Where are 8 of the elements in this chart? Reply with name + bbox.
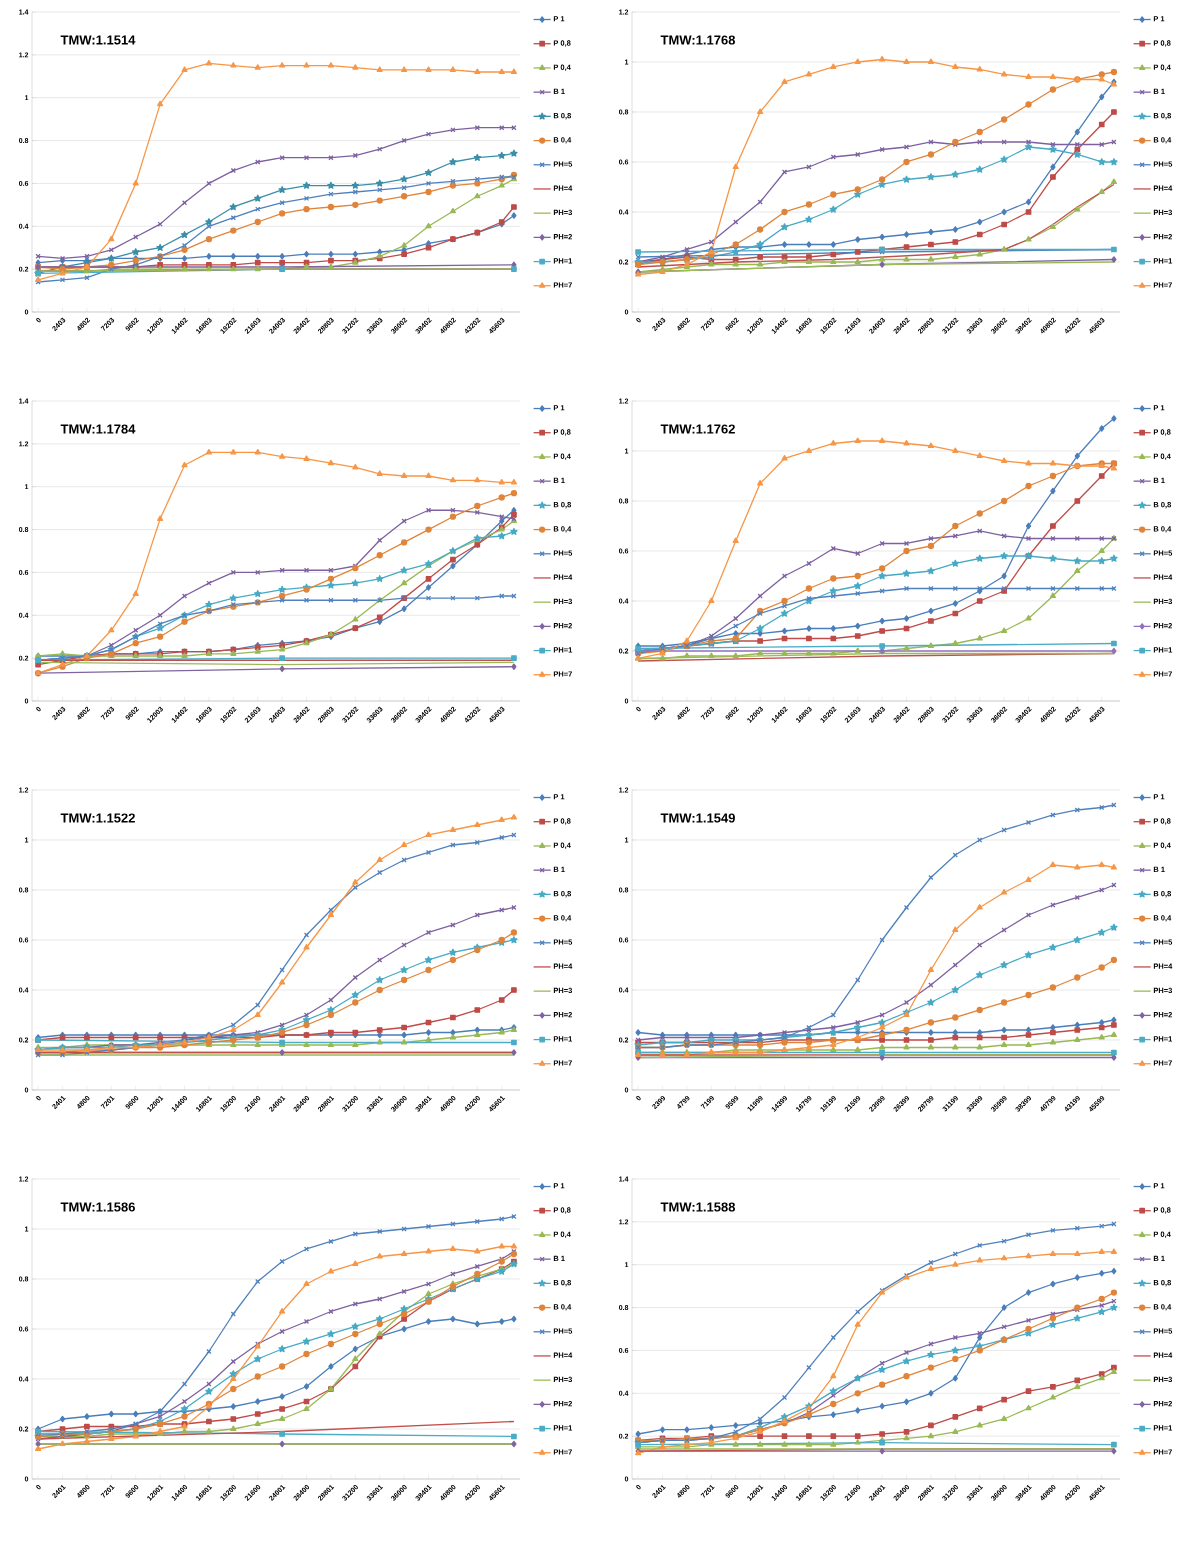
text: TMW:1.1762 [660, 424, 735, 434]
text: TMW:1.1549 [660, 813, 735, 823]
text: TMW:1.1588 [660, 1202, 736, 1212]
text: TMW:1.1514 [60, 35, 136, 45]
text: TMW:1.1784 [60, 424, 136, 434]
text: TMW:1.1768 [660, 35, 736, 45]
text: TMW:1.1522 [60, 813, 135, 823]
text: TMW:1.1586 [60, 1202, 135, 1212]
